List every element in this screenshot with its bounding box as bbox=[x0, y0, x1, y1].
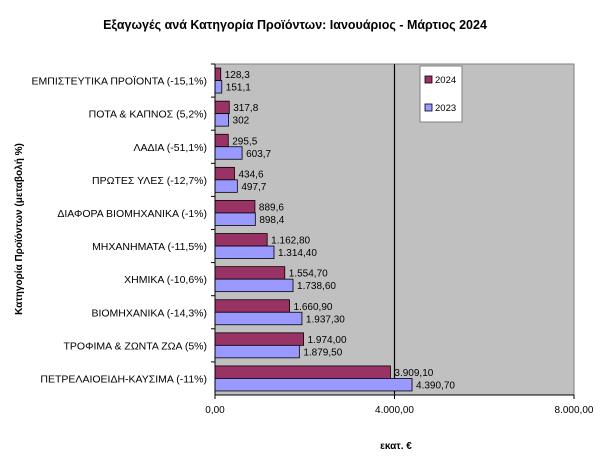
category-label: ΔΙΑΦΟΡΑ ΒΙΟΜΗΧΑΝΙΚΑ (-1%) bbox=[57, 208, 207, 220]
category-label: ΠΟΤΑ & ΚΑΠΝΟΣ (5,2%) bbox=[89, 109, 207, 121]
category-label: ΛΑΔΙΑ (-51,1%) bbox=[133, 142, 207, 154]
data-label: 1.554,70 bbox=[289, 269, 328, 280]
x-tick-label: 8.000,00 bbox=[555, 405, 594, 416]
bar-2023 bbox=[214, 344, 300, 359]
bar-2023 bbox=[214, 311, 303, 326]
x-axis-label: εκατ. € bbox=[380, 441, 412, 452]
data-label: 4.390,70 bbox=[416, 380, 455, 391]
category-label: ΜΗΧΑΝΗΜΑΤΑ (-11,5%) bbox=[92, 241, 207, 253]
data-label: 889,6 bbox=[259, 202, 284, 213]
bar-2024 bbox=[214, 365, 391, 379]
bar-2024 bbox=[214, 233, 268, 247]
bar-2023 bbox=[214, 212, 256, 226]
bar-2024 bbox=[214, 200, 256, 214]
data-label: 3.909,10 bbox=[394, 368, 433, 379]
data-label: 1.974,00 bbox=[308, 335, 347, 346]
x-tick-label: 0,00 bbox=[205, 405, 225, 416]
category-label: ΧΗΜΙΚΑ (-10,6%) bbox=[124, 274, 207, 286]
bar-2024 bbox=[214, 299, 290, 313]
bar-2023 bbox=[214, 245, 275, 259]
data-label: 128,3 bbox=[225, 70, 250, 81]
bar-2024 bbox=[214, 133, 229, 148]
category-label: ΠΡΩΤΕΣ ΥΛΕΣ (-12,7%) bbox=[92, 175, 207, 187]
data-label: 1.937,30 bbox=[306, 314, 345, 325]
y-axis-label: Κατηγορία Προϊόντων (μεταβολή %) bbox=[14, 143, 25, 315]
category-label: ΤΡΟΦΙΜΑ & ΖΩΝΤΑ ΖΩΑ (5%) bbox=[64, 340, 207, 352]
data-label: 434,6 bbox=[239, 169, 264, 180]
bar-2024 bbox=[214, 332, 304, 346]
bar-2024 bbox=[214, 100, 230, 115]
x-tick-label: 4.000,00 bbox=[375, 405, 414, 416]
category-label: ΒΙΟΜΗΧΑΝΙΚΑ (-14,3%) bbox=[91, 307, 207, 319]
legend-label: 2024 bbox=[435, 75, 456, 86]
category-label: ΕΜΠΙΣΤΕΥΤΙΚΑ ΠΡΟΪΟΝΤΑ (-15,1%) bbox=[32, 76, 208, 88]
chart-title: Εξαγωγές ανά Κατηγορία Προϊόντων: Ιανουά… bbox=[103, 18, 487, 32]
data-label: 317,8 bbox=[233, 103, 258, 114]
bar-2023 bbox=[214, 113, 229, 127]
category-label: ΠΕΤΡΕΛΑΙΟΕΙΔΗ-ΚΑΥΣΙΜΑ (-11%) bbox=[40, 373, 207, 385]
data-label: 603,7 bbox=[246, 149, 271, 160]
bar-2023 bbox=[214, 278, 294, 293]
bar-2023 bbox=[214, 80, 223, 94]
bar-2024 bbox=[214, 266, 286, 280]
legend-label: 2023 bbox=[435, 103, 456, 114]
data-label: 302 bbox=[233, 116, 250, 127]
data-label: 1.660,90 bbox=[294, 302, 333, 313]
bar-2023 bbox=[214, 378, 413, 392]
data-label: 1.314,40 bbox=[278, 248, 317, 259]
legend-box bbox=[419, 65, 463, 123]
bar-2024 bbox=[214, 166, 235, 181]
data-label: 1.162,80 bbox=[271, 236, 310, 247]
data-label: 1.879,50 bbox=[303, 347, 342, 358]
legend-swatch-2024 bbox=[424, 75, 433, 84]
bar-2023 bbox=[214, 179, 238, 193]
data-label: 295,5 bbox=[232, 136, 257, 147]
data-label: 1.738,60 bbox=[297, 281, 336, 292]
data-label: 497,7 bbox=[241, 182, 266, 193]
data-label: 151,1 bbox=[226, 83, 251, 94]
data-label: 898,4 bbox=[259, 215, 284, 226]
legend: 2024 2023 bbox=[419, 65, 463, 123]
legend-swatch-2023 bbox=[424, 103, 433, 112]
bar-2024 bbox=[214, 67, 222, 81]
bar-2023 bbox=[214, 146, 243, 160]
